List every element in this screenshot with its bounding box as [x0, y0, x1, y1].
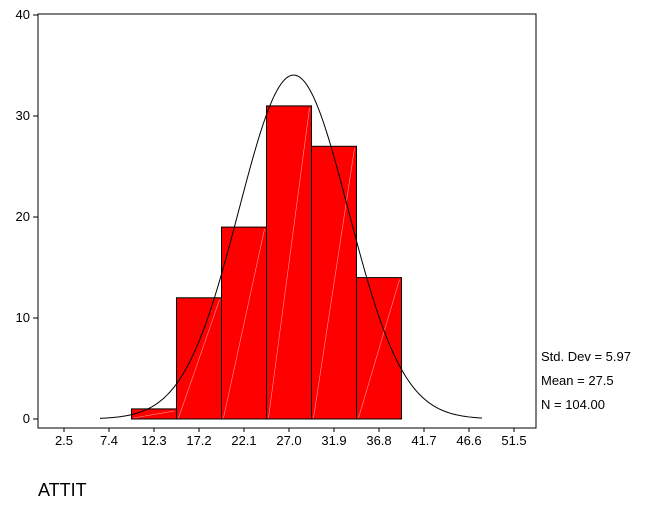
- bar-shading-line: [133, 410, 175, 419]
- x-tick-label: 51.5: [501, 433, 526, 448]
- stats-box: Std. Dev = 5.97 Mean = 27.5 N = 104.00: [541, 349, 631, 412]
- bar-shading-line: [178, 299, 220, 419]
- x-tick-label: 7.4: [100, 433, 118, 448]
- y-tick-label: 30: [16, 108, 30, 123]
- x-tick-label: 2.5: [55, 433, 73, 448]
- y-axis: 0 10 20 30 40: [16, 7, 38, 426]
- x-tick-label: 17.2: [186, 433, 211, 448]
- bars-group: [131, 105, 402, 420]
- bar-shading-line: [223, 229, 265, 419]
- histogram-bar: [131, 408, 177, 420]
- x-tick-label: 41.7: [411, 433, 436, 448]
- x-tick-label: 27.0: [276, 433, 301, 448]
- x-axis-title: ATTIT: [38, 480, 87, 500]
- y-tick-label: 10: [16, 310, 30, 325]
- x-tick-label: 12.3: [141, 433, 166, 448]
- y-tick-label: 20: [16, 209, 30, 224]
- stat-line: Mean = 27.5: [541, 373, 614, 388]
- x-tick-label: 36.8: [366, 433, 391, 448]
- x-tick-label: 22.1: [231, 433, 256, 448]
- bar-shading-line: [358, 279, 400, 419]
- x-tick-label: 31.9: [321, 433, 346, 448]
- x-axis: 2.5 7.4 12.3 17.2 22.1 27.0 31.9 36.8 41.7 46.6 51…: [55, 428, 527, 448]
- stat-line: N = 104.00: [541, 397, 605, 412]
- y-tick-label: 0: [23, 411, 30, 426]
- bar-shading-line: [313, 148, 355, 419]
- x-tick-label: 46.6: [456, 433, 481, 448]
- normal-curve: [99, 74, 483, 419]
- bar-shading-line: [268, 107, 310, 419]
- y-tick-label: 40: [16, 7, 30, 22]
- stat-line: Std. Dev = 5.97: [541, 349, 631, 364]
